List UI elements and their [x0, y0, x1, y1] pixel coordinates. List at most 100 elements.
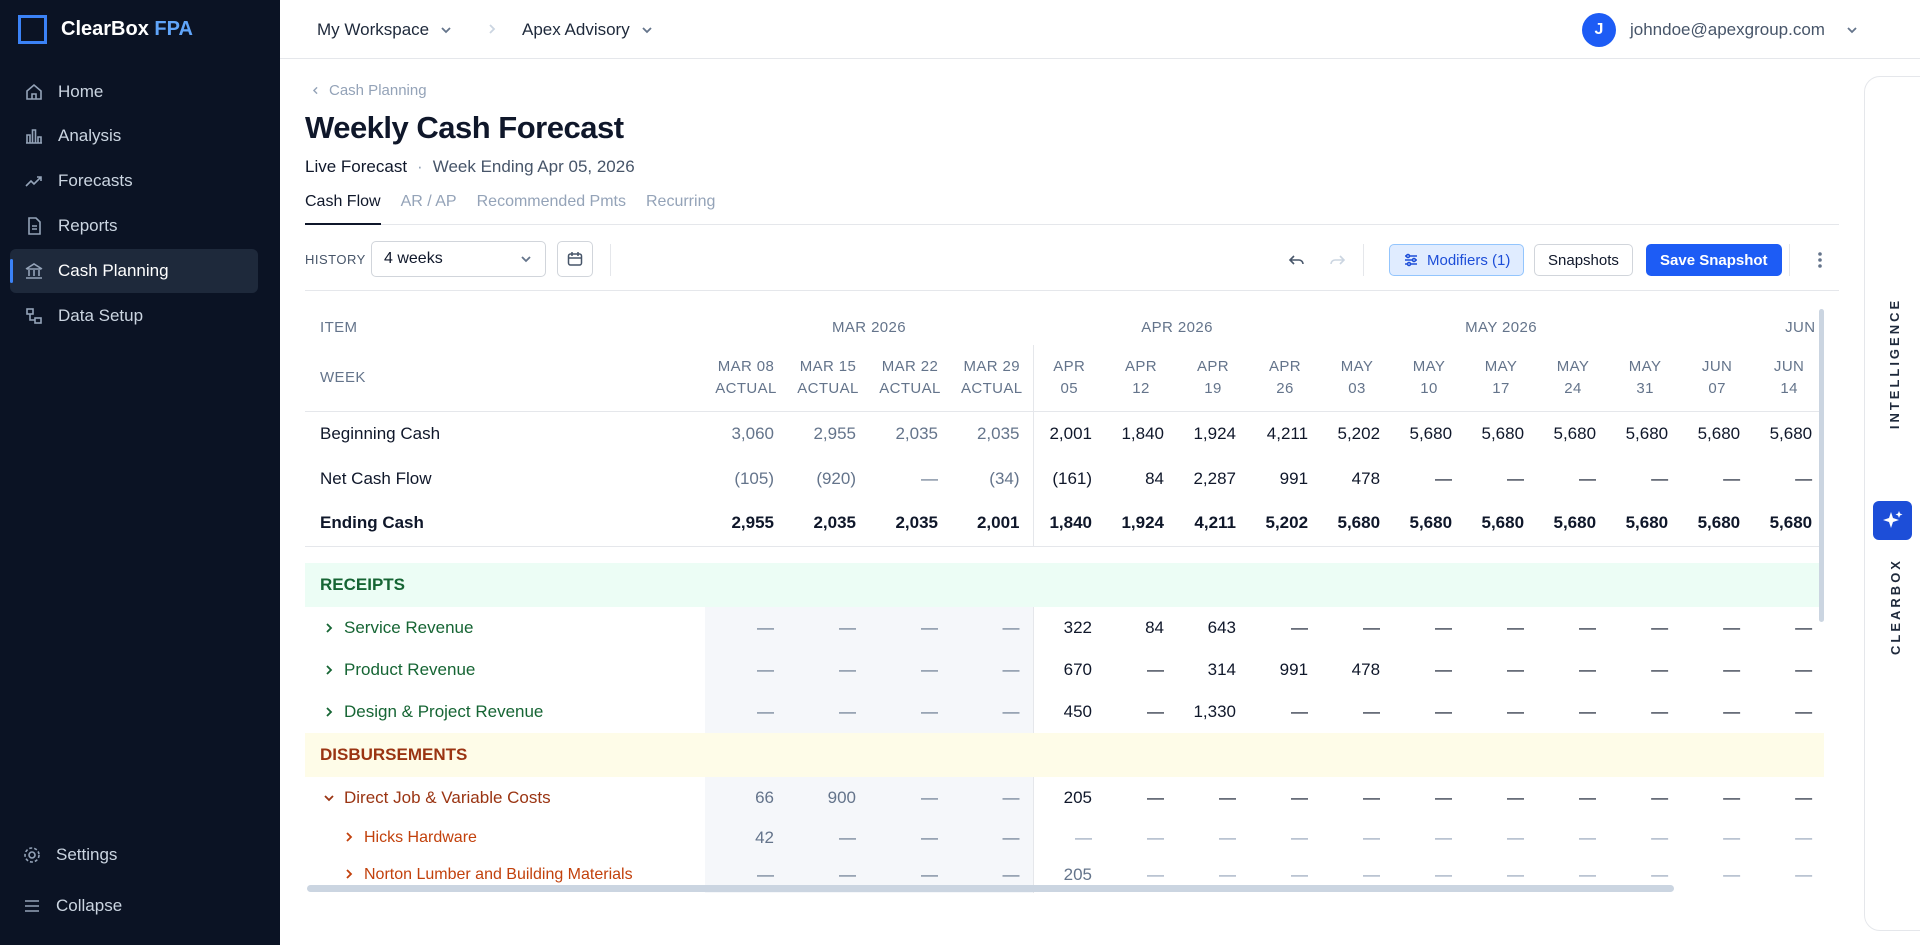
- row-name: Service Revenue: [344, 618, 474, 637]
- value-cell: (161): [1032, 456, 1106, 501]
- panel-brand: CLEARBOX: [1887, 558, 1903, 655]
- week-cell: MAR 15 ACTUAL: [787, 345, 869, 412]
- value-cell: —: [705, 691, 787, 733]
- chevron: [642, 26, 652, 33]
- week-ending: Week Ending Apr 05, 2026: [432, 157, 635, 176]
- separator: ·: [417, 157, 423, 176]
- footer-item[interactable]: Collapse: [10, 884, 258, 928]
- value-cell: 322: [1032, 607, 1106, 649]
- summary-row: Ending Cash 2,955 2,035 2,035 2,001 1,840 1,92…: [305, 501, 1824, 547]
- line-item: Hicks Hardware 42— — — — — — — — — — — — — —: [305, 819, 1824, 856]
- sidebar: ClearBox FPA Home Analysis Forecasts Report…: [0, 0, 280, 945]
- modifiers-button[interactable]: Modifiers (1): [1389, 244, 1525, 276]
- week-sub: ACTUAL: [879, 379, 941, 397]
- value-cell: —: [1723, 827, 1741, 847]
- horizontal-scrollbar[interactable]: [307, 885, 1674, 892]
- logo: [18, 14, 47, 44]
- value-cell: —: [1651, 788, 1669, 807]
- workspace-switcher[interactable]: My Workspace: [317, 0, 453, 59]
- expand-chevron: [326, 665, 333, 675]
- nav-item[interactable]: Cash Planning: [10, 249, 258, 293]
- expand-chevron: [324, 795, 334, 802]
- tab[interactable]: Cash Flow: [305, 190, 381, 225]
- nav-item[interactable]: Analysis: [10, 114, 258, 158]
- intelligence-button[interactable]: [1873, 501, 1912, 540]
- value-cell: 4,211: [1177, 501, 1250, 547]
- row-label[interactable]: Design & Project Revenue: [305, 691, 705, 733]
- value-cell: —: [1507, 864, 1525, 884]
- snapshots-button[interactable]: Snapshots: [1534, 244, 1633, 276]
- nav-item[interactable]: Data Setup: [10, 294, 258, 338]
- row-label[interactable]: Service Revenue: [305, 607, 705, 649]
- value-cell: —: [1579, 618, 1597, 637]
- footer-item[interactable]: Settings: [10, 833, 258, 877]
- value-cell: 5,680: [1769, 423, 1813, 443]
- value-cell: —: [951, 819, 1034, 856]
- value-cell: —: [1219, 827, 1237, 847]
- breadcrumb-link: Cash Planning: [329, 82, 427, 99]
- value-cell: —: [951, 777, 1034, 819]
- row-label[interactable]: Direct Job & Variable Costs: [305, 777, 705, 819]
- week-label: MAR 29: [963, 357, 1021, 375]
- row-label[interactable]: Norton Lumber and Building Materials: [305, 856, 705, 893]
- back-chevron: [312, 86, 318, 95]
- value-cell: —: [1363, 864, 1381, 884]
- nav-item[interactable]: Home: [10, 70, 258, 114]
- value-cell: —: [1147, 864, 1165, 884]
- week-sub: 07: [1708, 379, 1726, 397]
- week-label: JUN: [1773, 357, 1805, 375]
- nav-icon: [28, 217, 41, 235]
- value-cell: 2,287: [1193, 468, 1237, 488]
- save-snapshot-button[interactable]: Save Snapshot: [1646, 244, 1782, 276]
- value-cell: —: [1723, 660, 1741, 679]
- undo-button[interactable]: [1287, 250, 1307, 270]
- calendar-button[interactable]: [557, 241, 593, 277]
- tab[interactable]: Recommended Pmts: [476, 193, 626, 210]
- client-switcher[interactable]: Apex Advisory: [522, 0, 654, 59]
- tab[interactable]: AR / AP: [400, 193, 457, 210]
- history-select[interactable]: 4 weeks: [371, 241, 546, 277]
- value-cell: —: [869, 691, 951, 733]
- row-label[interactable]: Product Revenue: [305, 649, 705, 691]
- nav-icon: [25, 263, 43, 279]
- week-cell: JUN 07: [1681, 345, 1754, 412]
- more-button[interactable]: [1812, 250, 1828, 270]
- breadcrumb[interactable]: Cash Planning: [310, 82, 427, 99]
- week-cell: MAY 03: [1321, 345, 1394, 412]
- week-cell: MAY 17: [1465, 345, 1538, 412]
- value-cell: —: [951, 691, 1034, 733]
- brand[interactable]: ClearBox FPA: [18, 14, 193, 44]
- summary-row: Beginning Cash 3,060 2,955 2,035 2,035 2,001 1…: [305, 411, 1824, 456]
- value-cell: —: [1291, 827, 1309, 847]
- divider: [1789, 244, 1790, 276]
- month-header: MAY 2026: [1465, 318, 1537, 336]
- week-cell: APR 19: [1177, 345, 1250, 412]
- value-cell: 2,001: [1032, 411, 1106, 456]
- value-cell: —: [1435, 618, 1453, 637]
- value-cell: 2,955: [813, 423, 856, 443]
- nav-item[interactable]: Reports: [10, 204, 258, 248]
- value-cell: —: [1795, 702, 1813, 721]
- item-header: ITEM: [320, 318, 358, 336]
- value-cell: —: [921, 468, 938, 488]
- nav-item[interactable]: Forecasts: [10, 159, 258, 203]
- redo-button[interactable]: [1327, 250, 1347, 270]
- vertical-scrollbar[interactable]: [1819, 309, 1824, 622]
- row-name: Hicks Hardware: [364, 828, 477, 846]
- tab[interactable]: Recurring: [646, 193, 716, 210]
- expand-chevron: [346, 868, 353, 879]
- week-label: MAY: [1628, 357, 1662, 375]
- row-label: Beginning Cash: [320, 423, 441, 443]
- week-cell: APR 05: [1032, 345, 1106, 412]
- value-cell: —: [787, 819, 869, 856]
- line-item: Product Revenue — — — —670—314 991 478— — — — — —: [305, 649, 1824, 691]
- week-sub: ACTUAL: [960, 379, 1023, 397]
- value-cell: —: [1291, 618, 1309, 637]
- week-sub: 24: [1564, 379, 1582, 397]
- value-cell: 478: [1351, 660, 1381, 679]
- value-cell: 1,924: [1105, 501, 1178, 547]
- week-header: WEEK: [305, 345, 705, 412]
- value-cell: —: [1795, 788, 1813, 807]
- row-label[interactable]: Hicks Hardware: [305, 819, 705, 856]
